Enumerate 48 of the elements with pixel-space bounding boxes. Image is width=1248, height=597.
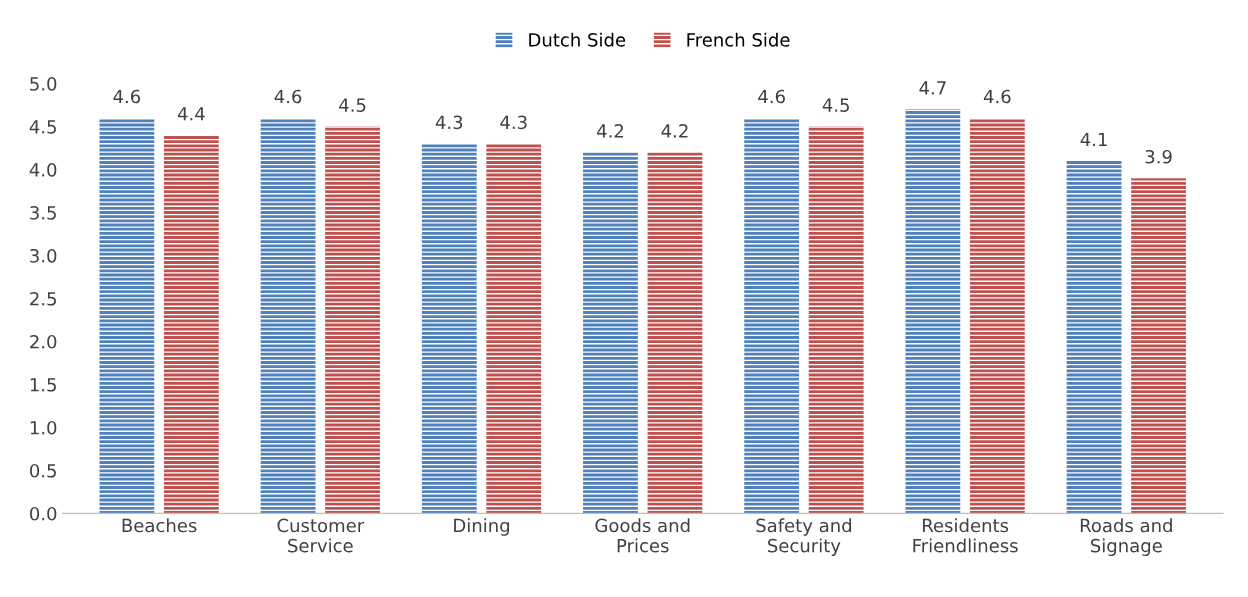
- y-tick-label: 3.0: [30, 248, 57, 263]
- y-tick-label: 0.5: [30, 463, 56, 478]
- bar: [325, 126, 380, 514]
- y-tick-label: 2.0: [30, 334, 57, 349]
- bar: [260, 117, 316, 514]
- data-label: 4.5: [822, 98, 849, 112]
- y-tick-label: 1.5: [30, 378, 56, 392]
- y-tick-label: 5.0: [30, 77, 57, 91]
- bar: [583, 152, 638, 514]
- bar: [1066, 160, 1122, 514]
- data-label: 4.3: [435, 115, 463, 130]
- bar: [744, 117, 800, 514]
- legend-label: French Side: [687, 32, 790, 47]
- data-label: 4.7: [919, 81, 946, 95]
- y-tick-label: 1.0: [30, 420, 57, 435]
- x-tick-label: Goods and Prices: [595, 518, 690, 553]
- y-tick-label: 2.5: [30, 291, 56, 306]
- bar: [99, 117, 155, 514]
- data-label: 4.6: [983, 89, 1011, 104]
- legend-label: Dutch Side: [529, 32, 626, 47]
- y-tick-label: 4.0: [29, 163, 57, 177]
- y-tick-label: 4.5: [29, 120, 56, 134]
- bar: [163, 135, 219, 514]
- x-tick-label: Safety and Security: [756, 518, 852, 556]
- bar: [808, 126, 864, 514]
- data-label: 4.5: [339, 98, 366, 112]
- y-tick-label: 3.5: [30, 205, 56, 220]
- bar: [905, 109, 961, 514]
- data-label: 4.1: [1080, 132, 1107, 147]
- data-label: 4.3: [500, 115, 527, 130]
- data-label: 3.9: [1145, 149, 1172, 164]
- data-label: 4.6: [113, 89, 141, 104]
- x-tick-label: Roads and Signage: [1080, 518, 1172, 556]
- bar: [421, 143, 477, 514]
- data-label: 4.6: [274, 89, 302, 104]
- bar: [1131, 178, 1186, 514]
- x-tick-label: Dining: [454, 518, 510, 536]
- data-label: 4.2: [661, 124, 688, 138]
- x-tick-label: Beaches: [122, 518, 197, 533]
- data-label: 4.6: [758, 89, 785, 104]
- data-label: 4.4: [177, 107, 205, 121]
- y-tick-label: 0.0: [30, 506, 57, 521]
- x-tick-label: Residents Friendliness: [913, 518, 1018, 553]
- x-tick-label: Customer Service: [277, 518, 365, 553]
- data-label: 4.2: [597, 124, 624, 138]
- bar: [969, 117, 1025, 514]
- bar: [647, 152, 703, 514]
- bar: [486, 143, 542, 514]
